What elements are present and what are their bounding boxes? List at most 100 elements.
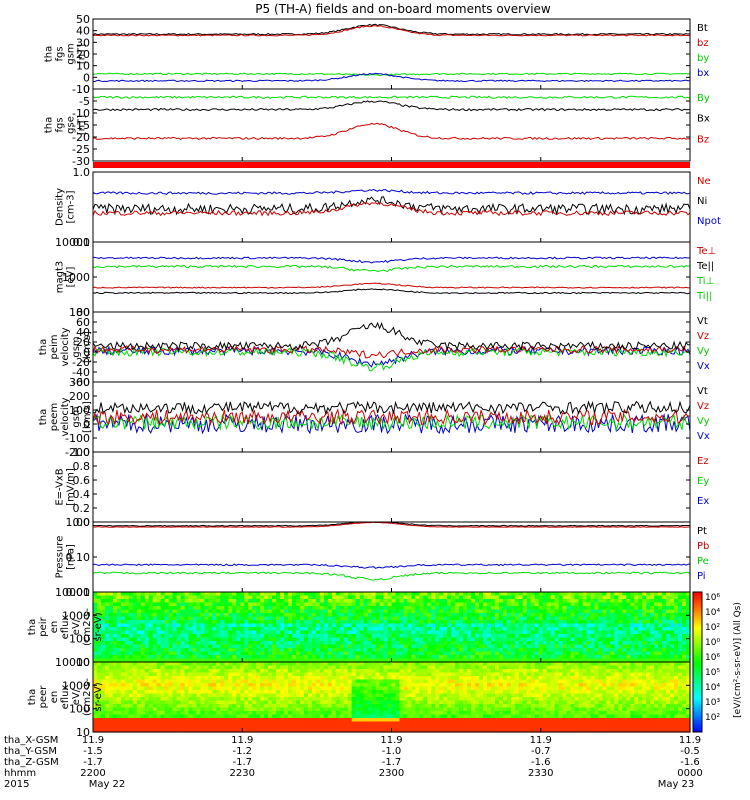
heatmap-cell: [264, 686, 269, 691]
heatmap-cell: [264, 700, 269, 705]
heatmap-cell: [534, 620, 540, 625]
heatmap-cell: [534, 648, 540, 653]
heatmap-cell: [200, 627, 206, 632]
heatmap-cell: [228, 693, 233, 698]
heatmap-cell: [156, 644, 162, 649]
heatmap-cell: [116, 676, 122, 681]
heatmap-cell: [530, 634, 536, 639]
heatmap-cell: [280, 627, 285, 632]
heatmap-cell: [570, 602, 576, 607]
heatmap-cell: [204, 602, 210, 607]
heatmap-cell: [459, 651, 464, 656]
legend-entry: Bt: [697, 23, 708, 34]
heatmap-cell: [491, 602, 496, 607]
heatmap-cell: [383, 700, 389, 705]
heatmap-cell: [670, 592, 675, 597]
heatmap-cell: [339, 655, 345, 660]
heatmap-cell: [443, 644, 448, 649]
heatmap-cell: [339, 728, 345, 733]
heatmap-cell: [506, 606, 512, 611]
heatmap-cell: [467, 655, 472, 660]
heatmap-cell: [168, 641, 174, 646]
heatmap-cell: [311, 683, 317, 688]
heatmap-cell: [323, 651, 329, 656]
heatmap-cell: [578, 599, 584, 604]
heatmap-cell: [562, 623, 568, 628]
heatmap-cell: [168, 609, 174, 614]
heatmap-cell: [463, 613, 468, 618]
y-axis-label: [mV/m]: [66, 468, 77, 506]
heatmap-cell: [172, 711, 178, 716]
heatmap-cell: [582, 648, 588, 653]
heatmap-cell: [276, 669, 281, 674]
heatmap-cell: [256, 707, 261, 712]
heatmap-cell: [423, 728, 428, 733]
heatmap-cell: [451, 644, 456, 649]
heatmap-cell: [116, 655, 122, 660]
heatmap-cell: [419, 616, 424, 621]
heatmap-cell: [427, 606, 432, 611]
heatmap-cell: [602, 623, 608, 628]
heatmap-cell: [212, 686, 217, 691]
heatmap-cell: [160, 704, 166, 709]
heatmap-cell: [220, 595, 225, 600]
heatmap-cell: [383, 613, 389, 618]
heatmap-cell: [626, 616, 631, 621]
heatmap-cell: [216, 665, 221, 670]
heatmap-cell: [622, 623, 627, 628]
heatmap-cell: [132, 725, 138, 730]
heatmap-cell: [240, 718, 245, 723]
heatmap-cell: [674, 613, 679, 618]
heatmap-cell: [646, 599, 651, 604]
heatmap-cell: [447, 634, 452, 639]
heatmap-cell: [351, 599, 357, 604]
heatmap-cell: [136, 637, 142, 642]
heatmap-cell: [419, 637, 424, 642]
heatmap-cell: [602, 655, 608, 660]
heatmap-cell: [594, 648, 600, 653]
heatmap-cell: [347, 655, 353, 660]
heatmap-cell: [367, 672, 373, 677]
heatmap-cell: [506, 609, 512, 614]
heatmap-cell: [292, 630, 297, 635]
heatmap-cell: [116, 627, 122, 632]
heatmap-cell: [455, 595, 460, 600]
heatmap-cell: [156, 648, 162, 653]
heatmap-cell: [554, 630, 560, 635]
heatmap-cell: [347, 606, 353, 611]
heatmap-cell: [590, 613, 596, 618]
heatmap-cell: [256, 711, 261, 716]
heatmap-cell: [244, 658, 249, 663]
heatmap-cell: [502, 637, 508, 642]
heatmap-cell: [383, 620, 389, 625]
heatmap-cell: [367, 616, 373, 621]
heatmap-cell: [284, 714, 289, 719]
heatmap-cell: [128, 627, 134, 632]
heatmap-cell: [467, 620, 472, 625]
heatmap-cell: [295, 599, 301, 604]
heatmap-cell: [284, 697, 289, 702]
heatmap-cell: [192, 714, 198, 719]
heatmap-cell: [311, 725, 317, 730]
heatmap-cell: [232, 669, 237, 674]
heatmap-cell: [252, 711, 257, 716]
heatmap-cell: [598, 620, 604, 625]
heatmap-cell: [514, 606, 520, 611]
heatmap-cell: [395, 648, 401, 653]
heatmap-cell: [160, 707, 166, 712]
heatmap-cell: [498, 644, 504, 649]
heatmap-cell: [156, 704, 162, 709]
heatmap-cell: [534, 630, 540, 635]
heatmap-cell: [578, 637, 584, 642]
heatmap-cell: [351, 630, 357, 635]
heatmap-cell: [586, 620, 592, 625]
heatmap-cell: [303, 637, 309, 642]
heatmap-cell: [156, 630, 162, 635]
heatmap-cell: [136, 690, 142, 695]
heatmap-cell: [387, 679, 393, 684]
heatmap-cell: [331, 651, 337, 656]
heatmap-cell: [299, 599, 305, 604]
heatmap-cell: [295, 676, 301, 681]
heatmap-cell: [303, 599, 309, 604]
y-tick-label: -30: [72, 155, 90, 168]
